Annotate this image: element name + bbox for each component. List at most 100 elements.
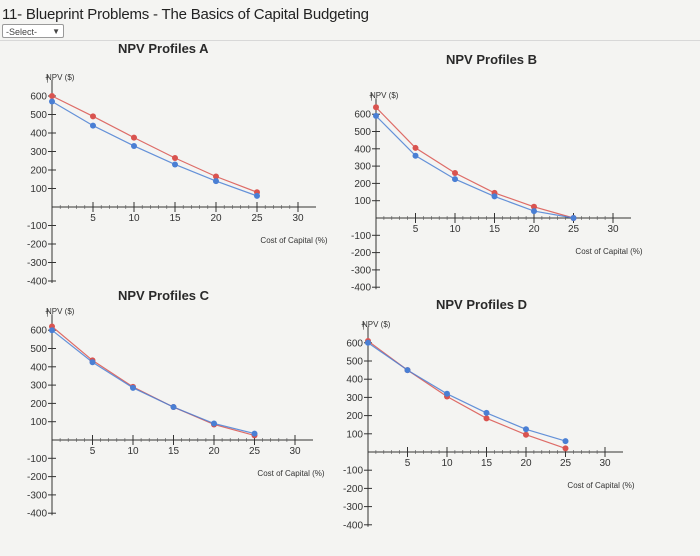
data-point-red [412,144,419,151]
x-tick-label: 15 [169,213,181,224]
x-tick-label: 30 [289,446,301,457]
series-line-blue [51,329,255,435]
x-axis-label: Cost of Capital (%) [260,236,327,245]
npv-chart-a: NPV Profiles A NPV ($)† 600 500 400 300 200 100… [27,41,328,288]
data-point-red [373,104,379,111]
npv-chart-c: NPV Profiles C NPV ($)† 600 500 400 300 200 100… [27,288,325,520]
x-tick-label: 5 [405,458,411,469]
data-point-blue [90,122,96,129]
y-tick-label: -100 [27,221,47,232]
npv-chart-d: NPV Profiles D NPV ($)† 600 500 400 300 200 100… [343,297,635,531]
y-tick-label: -400 [27,277,47,288]
data-point-blue [254,192,260,199]
x-tick-label: 25 [249,446,261,457]
y-tick-label: 200 [30,166,47,177]
x-axis-label: Cost of Capital (%) [567,481,634,490]
chart-title: NPV Profiles D [436,297,527,312]
data-point-blue [49,98,55,105]
x-tick-label: 30 [599,458,611,469]
data-point-blue [444,390,450,397]
data-point-blue [523,426,529,433]
y-tick-label: 100 [30,417,47,428]
series-line-red [51,95,258,193]
y-tick-label: 600 [30,92,47,103]
data-point-red [49,93,55,99]
select-label: -Select- [6,27,38,37]
header-divider [0,40,700,41]
y-tick-label: 500 [30,344,47,355]
y-tick-label: 500 [30,110,47,121]
x-tick-label: 25 [568,224,580,235]
x-tick-label: 10 [449,224,461,235]
data-point-blue [170,404,177,411]
x-tick-label: 5 [90,446,96,457]
x-tick-label: 25 [251,213,263,224]
y-tick-label: 100 [30,184,47,195]
npv-chart-b: NPV Profiles B NPV ($)† 600 500 400 300 200 100… [351,52,643,294]
x-tick-label: 10 [127,446,139,457]
data-point-blue [491,193,498,200]
data-point-blue [172,161,178,168]
data-point-red [483,415,490,422]
data-point-red [562,445,569,452]
series-line-red [375,106,574,219]
data-point-blue [365,339,371,346]
y-tick-label: 300 [30,381,47,392]
y-tick-label: 500 [354,127,371,138]
y-axis-label: NPV ($) [46,73,75,82]
data-point-blue [130,384,136,391]
data-point-red [172,154,178,161]
data-point-blue [412,152,419,159]
y-tick-label: 200 [346,411,363,422]
x-axis-label: Cost of Capital (%) [575,247,642,256]
data-point-blue [404,367,411,374]
x-tick-label: 15 [489,224,501,235]
x-tick-label: 25 [560,458,572,469]
y-tick-label: 400 [30,362,47,373]
y-tick-label: 300 [346,393,363,404]
series-line-blue [375,115,574,219]
data-point-blue [531,208,537,215]
x-tick-label: 15 [168,446,180,457]
answer-select[interactable]: -Select- ▼ [2,24,64,38]
y-tick-label: 400 [354,144,371,155]
y-tick-label: -200 [27,472,47,483]
x-tick-label: 20 [210,213,222,224]
y-tick-label: 100 [346,429,363,440]
y-axis-label: NPV ($) [370,91,399,100]
series-line-blue [51,100,258,197]
y-tick-label: -100 [351,231,371,242]
y-axis-arrow-mark: † [369,92,374,102]
data-point-blue [562,438,569,445]
y-tick-label: -300 [27,258,47,269]
series-line-red [51,326,255,436]
x-tick-label: 5 [413,224,419,235]
x-tick-label: 10 [441,458,453,469]
data-point-blue [483,409,490,416]
chart-title: NPV Profiles C [118,288,210,303]
data-point-blue [89,359,96,366]
y-tick-label: 200 [354,179,371,190]
data-point-red [523,431,529,438]
y-tick-label: -400 [27,509,47,520]
data-point-blue [251,430,258,437]
y-tick-label: 400 [346,375,363,386]
chart-title: NPV Profiles B [446,52,537,67]
x-tick-label: 20 [520,458,532,469]
data-point-red [90,113,96,120]
y-tick-label: 100 [354,196,371,207]
x-tick-label: 5 [90,213,96,224]
y-tick-label: 300 [354,162,371,173]
series-line-blue [367,342,566,442]
data-point-blue [49,327,55,334]
y-tick-label: 400 [30,129,47,140]
x-tick-label: 30 [607,224,619,235]
data-point-blue [373,112,379,119]
data-point-blue [570,215,577,221]
x-tick-label: 30 [292,213,304,224]
y-tick-label: -400 [351,283,371,294]
page-title: 11- Blueprint Problems - The Basics of C… [2,6,369,23]
x-tick-label: 20 [528,224,540,235]
y-tick-label: -300 [27,490,47,501]
